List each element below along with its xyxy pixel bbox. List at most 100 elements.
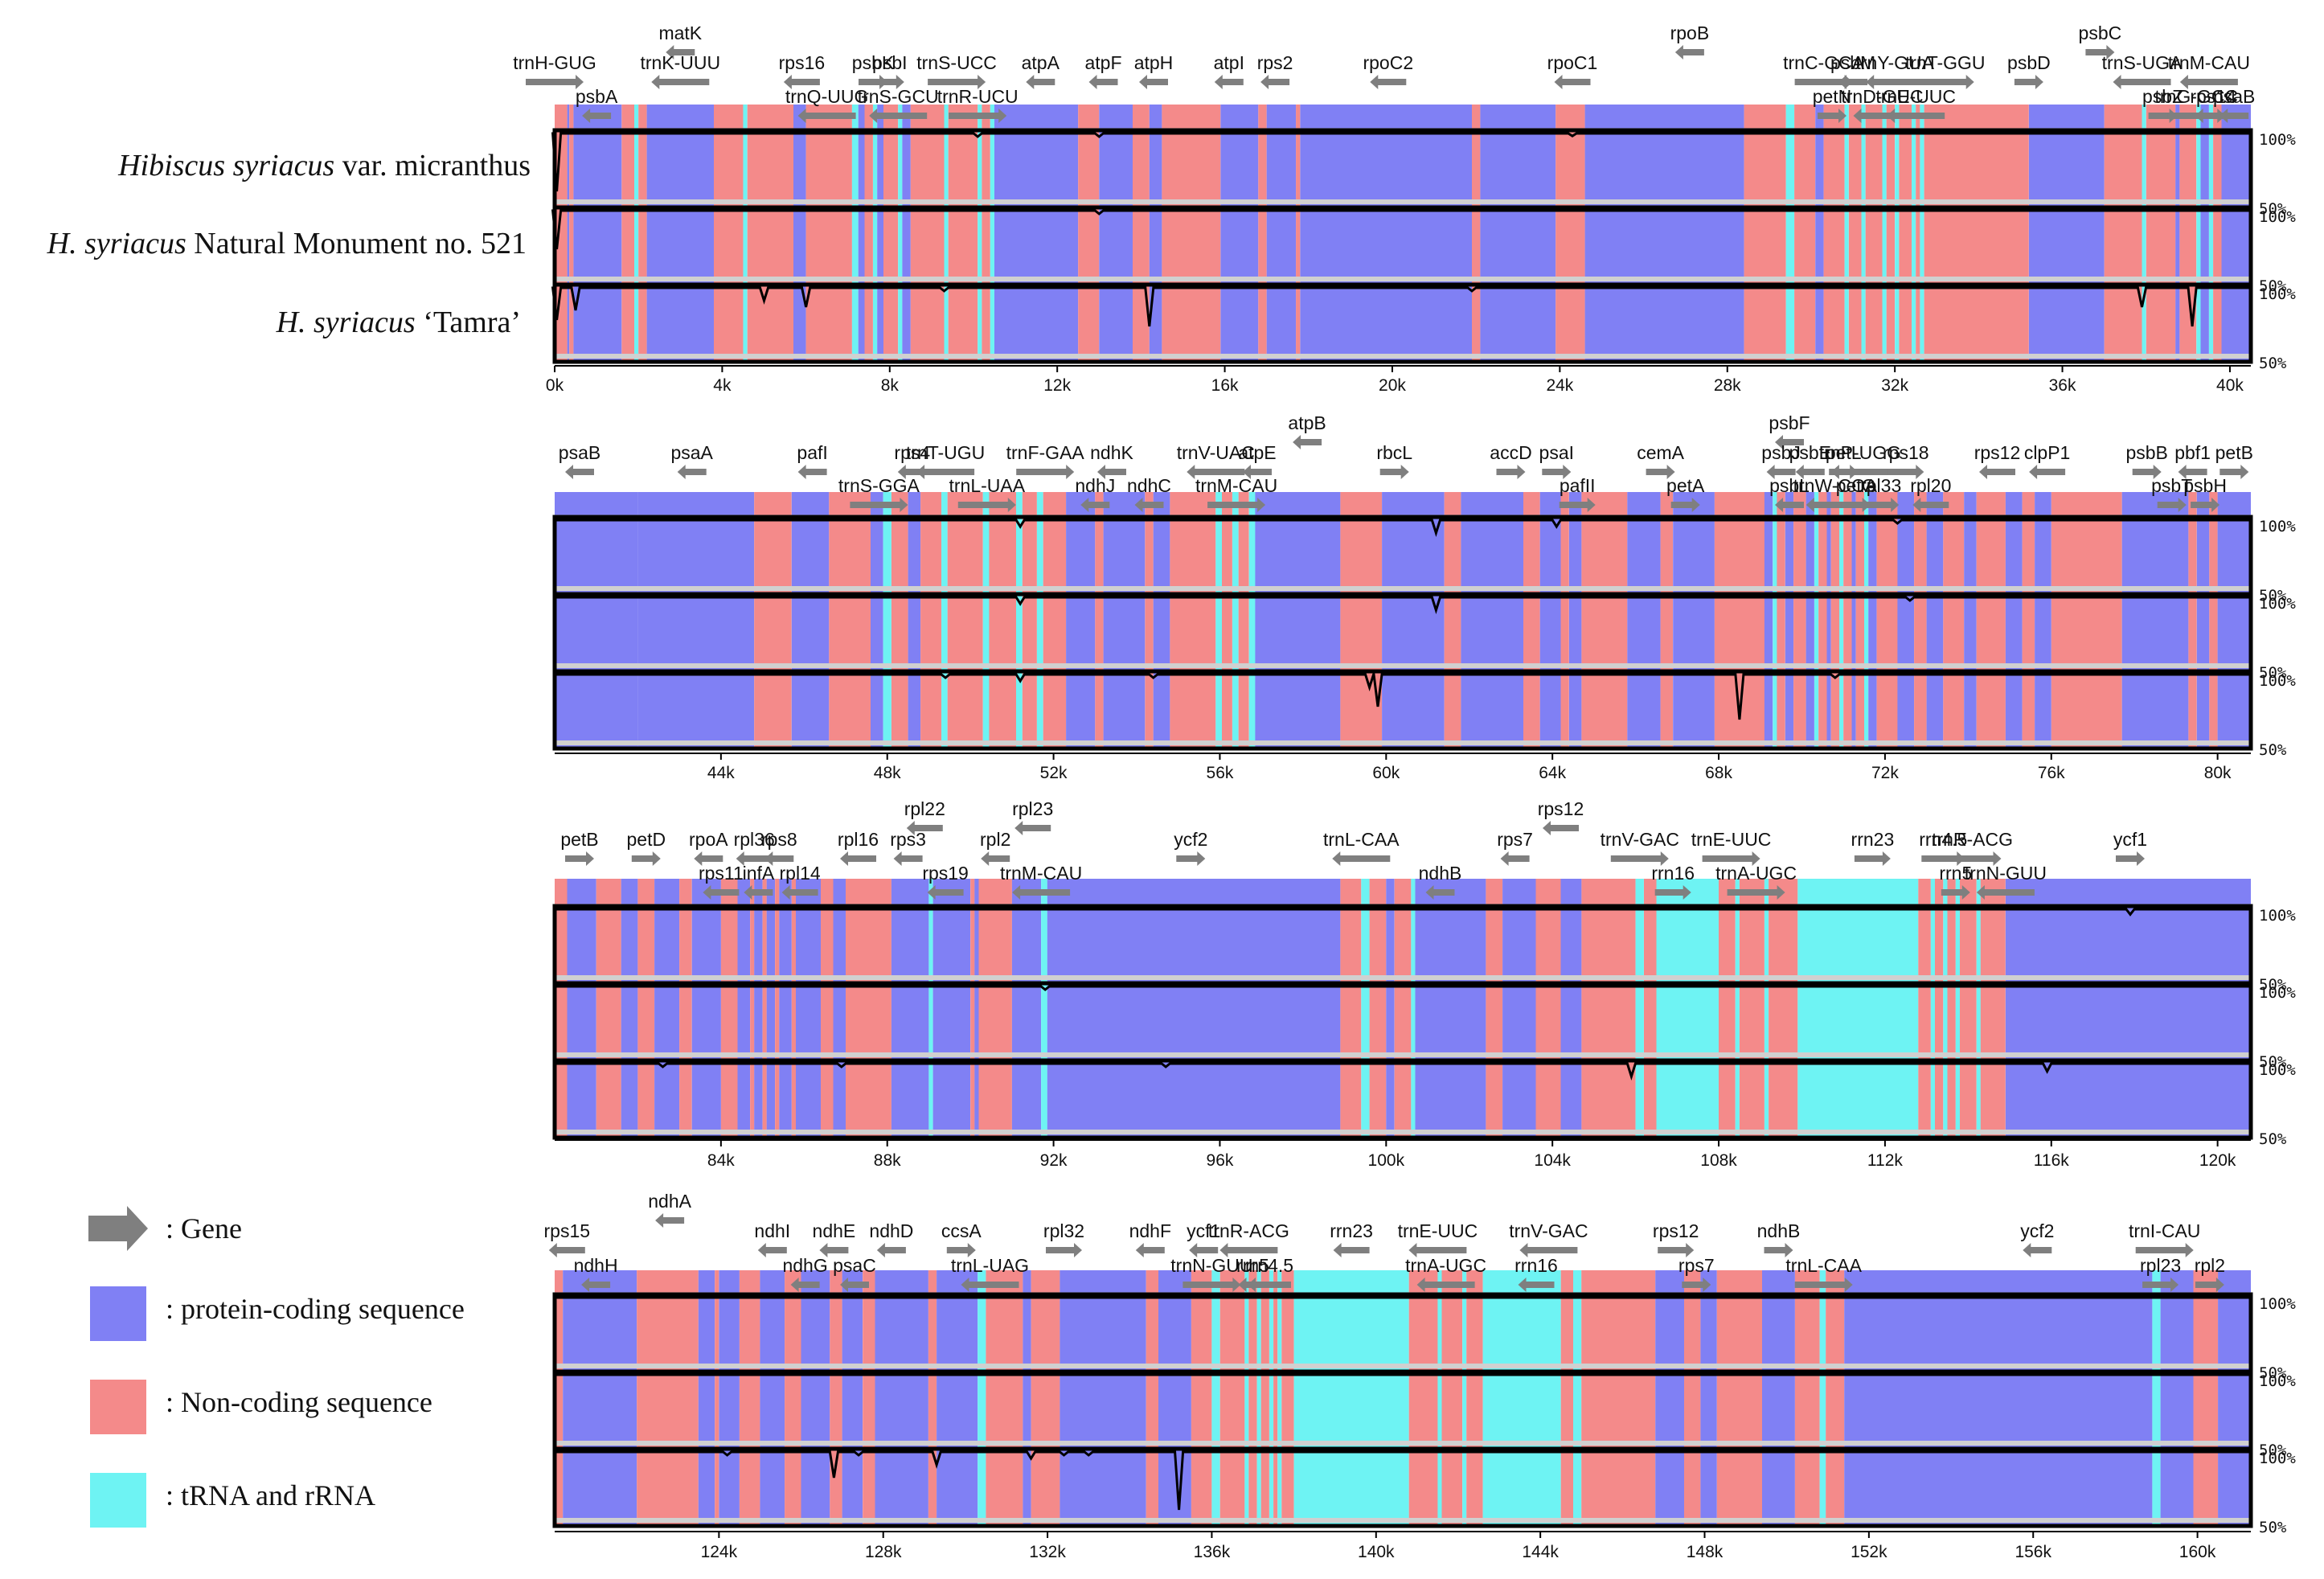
region-segment bbox=[1222, 492, 1232, 748]
gene-arrow bbox=[655, 1213, 685, 1228]
gene-arrow bbox=[1182, 1278, 1241, 1292]
gene-label: trnN-GUU bbox=[1965, 863, 2047, 884]
region-segment bbox=[1411, 879, 1416, 1138]
x-tick-label: 28k bbox=[1714, 376, 1741, 395]
region-segment bbox=[1023, 1270, 1031, 1526]
gene-arrow bbox=[1134, 498, 1164, 512]
gene-arrow bbox=[840, 1278, 869, 1292]
region-segment bbox=[1162, 105, 1221, 362]
region-segment bbox=[1764, 879, 1769, 1138]
gene-label: rps16 bbox=[779, 52, 826, 73]
gene-arrow bbox=[1519, 1243, 1578, 1257]
legend-label-trna-rrna: : tRNA and rRNA bbox=[166, 1479, 375, 1511]
region-segment bbox=[1656, 879, 1719, 1138]
region-segment bbox=[2193, 1270, 2219, 1526]
gene-arrow bbox=[1841, 498, 1871, 512]
region-segment bbox=[944, 105, 949, 362]
gene-label: trnM-CAU bbox=[2168, 52, 2250, 73]
gene-label: rps12 bbox=[1538, 798, 1584, 819]
gene-label: rps18 bbox=[1883, 442, 1929, 463]
region-segment bbox=[747, 105, 793, 362]
region-segment bbox=[994, 105, 1079, 362]
region-segment bbox=[1581, 1270, 1656, 1526]
percent-50-label: 50% bbox=[2259, 355, 2287, 372]
gene-label: rps7 bbox=[1497, 829, 1533, 850]
region-segment bbox=[1886, 105, 1896, 362]
gene-label: trnE-UUC bbox=[1875, 86, 1956, 107]
region-segment bbox=[796, 879, 821, 1138]
region-segment bbox=[1806, 492, 1814, 748]
gene-arrow bbox=[2157, 498, 2187, 512]
region-segment bbox=[1955, 879, 1960, 1138]
x-tick-label: 132k bbox=[1029, 1543, 1066, 1561]
region-segment bbox=[2142, 105, 2146, 362]
region-segment bbox=[1844, 1270, 2153, 1526]
gene-arrow bbox=[1674, 45, 1704, 59]
region-segment bbox=[567, 879, 596, 1138]
region-segment bbox=[1296, 105, 1301, 362]
identity-profile bbox=[555, 596, 2251, 615]
region-segment bbox=[1773, 492, 1777, 748]
region-segment bbox=[2104, 105, 2142, 362]
region-segment bbox=[1300, 105, 1472, 362]
region-segment bbox=[1060, 1270, 1146, 1526]
gene-label: rrn23 bbox=[1851, 829, 1895, 850]
region-segment bbox=[679, 879, 692, 1138]
region-segment bbox=[785, 1270, 801, 1526]
region-segment bbox=[1635, 879, 1644, 1138]
region-segment bbox=[1861, 105, 1866, 362]
gene-arrow bbox=[526, 75, 584, 89]
gene-arrow bbox=[819, 1243, 849, 1257]
x-tick-label: 16k bbox=[1211, 376, 1239, 395]
baseline-band bbox=[555, 1130, 2251, 1134]
gene-arrow bbox=[2014, 75, 2043, 89]
gene-label: petL bbox=[1826, 442, 1862, 463]
x-tick-label: 140k bbox=[1358, 1543, 1395, 1561]
region-segment bbox=[762, 879, 767, 1138]
x-tick-label: 116k bbox=[2034, 1151, 2069, 1170]
region-segment bbox=[760, 1270, 785, 1526]
x-tick-label: 100k bbox=[1368, 1151, 1405, 1170]
x-tick-label: 112k bbox=[1867, 1151, 1903, 1170]
region-segment bbox=[1673, 492, 1715, 748]
region-segment bbox=[1930, 879, 1935, 1138]
x-tick-label: 68k bbox=[1705, 764, 1732, 782]
gene-arrow bbox=[703, 885, 740, 900]
region-segment bbox=[743, 105, 748, 362]
region-segment bbox=[634, 105, 639, 362]
gene-label: psbE bbox=[1789, 442, 1831, 463]
region-segment bbox=[621, 105, 634, 362]
track-frame bbox=[552, 1058, 2253, 1140]
region-segment bbox=[1976, 879, 1981, 1138]
region-segment bbox=[1777, 492, 1785, 748]
region-segment bbox=[2152, 1270, 2161, 1526]
gene-arrow bbox=[1941, 885, 1970, 900]
gene-arrow-icon bbox=[88, 1206, 148, 1251]
region-segment bbox=[990, 105, 994, 362]
x-tick-label: 128k bbox=[865, 1543, 902, 1561]
gene-arrow bbox=[961, 1278, 1019, 1292]
gene-arrow bbox=[694, 851, 723, 866]
gene-label: rps12 bbox=[1974, 442, 2021, 463]
gene-arrow bbox=[1139, 75, 1168, 89]
track-frame bbox=[552, 669, 2253, 751]
gene-arrow bbox=[757, 1243, 787, 1257]
gene-label: rpl22 bbox=[904, 798, 945, 819]
gene-label: trnR-ACG bbox=[1932, 829, 2013, 850]
gene-label: psbH bbox=[2183, 475, 2227, 496]
region-segment bbox=[1947, 879, 1956, 1138]
gene-label: trnM-CAU bbox=[1195, 475, 1277, 496]
region-segment bbox=[1281, 1270, 1294, 1526]
gene-arrow bbox=[1838, 75, 1868, 89]
region-segment bbox=[1926, 492, 1944, 748]
x-tick-label: 84k bbox=[707, 1151, 735, 1170]
region-segment bbox=[1293, 1270, 1409, 1526]
gene-label: trnQ-UUG bbox=[785, 86, 869, 107]
region-segment bbox=[974, 879, 979, 1138]
identity-profile bbox=[551, 286, 2251, 327]
region-segment bbox=[2217, 492, 2251, 748]
region-segment bbox=[1191, 1270, 1212, 1526]
gene-arrow bbox=[2195, 1278, 2224, 1292]
region-segment bbox=[621, 879, 638, 1138]
gene-label: rpl14 bbox=[780, 863, 821, 884]
